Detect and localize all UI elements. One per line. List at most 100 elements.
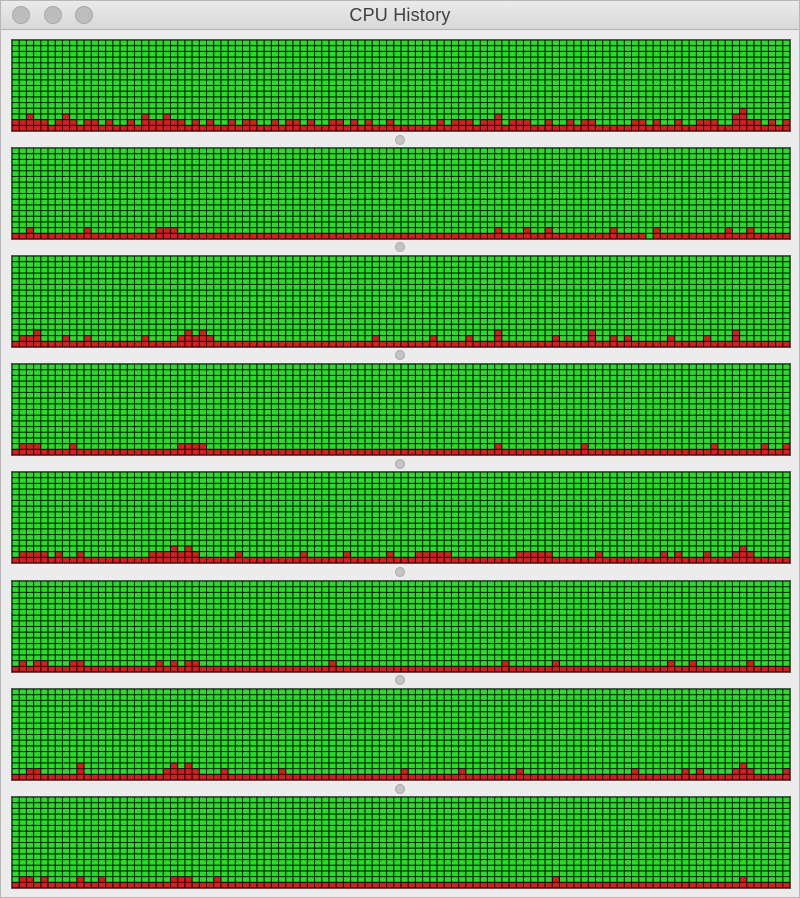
idle-cell — [199, 74, 206, 80]
idle-cell — [77, 267, 84, 273]
history-sample-column — [660, 148, 668, 239]
idle-cell — [509, 68, 516, 74]
idle-cell — [300, 114, 307, 120]
idle-cell — [660, 108, 668, 114]
idle-cell — [91, 165, 98, 171]
idle-cell — [689, 80, 696, 85]
idle-cell — [487, 154, 495, 159]
idle-cell — [415, 103, 423, 108]
idle-cell — [77, 211, 84, 216]
idle-cell — [91, 313, 98, 319]
split-view-handle[interactable] — [395, 242, 405, 252]
idle-cell — [552, 182, 559, 188]
idle-cell — [48, 256, 55, 262]
idle-cell — [437, 324, 444, 330]
idle-cell — [156, 211, 163, 216]
user-load-cell — [257, 233, 264, 239]
idle-cell — [170, 279, 178, 284]
idle-cell — [235, 267, 243, 273]
history-sample-column — [91, 256, 98, 347]
idle-cell — [451, 86, 459, 91]
idle-cell — [62, 319, 70, 324]
idle-cell — [55, 256, 62, 262]
idle-cell — [574, 222, 581, 228]
idle-cell — [91, 108, 98, 114]
idle-cell — [358, 324, 365, 330]
idle-cell — [588, 222, 595, 228]
idle-cell — [437, 91, 444, 97]
idle-cell — [55, 80, 62, 85]
idle-cell — [552, 216, 559, 222]
idle-cell — [538, 205, 545, 211]
user-load-cell — [675, 120, 682, 125]
idle-cell — [768, 74, 776, 80]
idle-cell — [106, 296, 113, 301]
idle-cell — [41, 40, 48, 46]
idle-cell — [26, 188, 34, 193]
idle-cell — [761, 97, 768, 103]
idle-cell — [747, 188, 754, 193]
idle-cell — [315, 74, 322, 80]
idle-cell — [336, 284, 343, 290]
idle-cell — [379, 91, 387, 97]
idle-cell — [531, 228, 538, 233]
user-load-cell — [156, 120, 163, 125]
idle-cell — [351, 313, 358, 319]
history-sample-column — [523, 40, 531, 131]
idle-cell — [480, 97, 487, 103]
idle-cell — [336, 324, 343, 330]
idle-cell — [610, 159, 617, 165]
close-button[interactable] — [12, 6, 30, 24]
idle-cell — [120, 216, 127, 222]
idle-cell — [315, 165, 322, 171]
idle-cell — [596, 108, 603, 114]
idle-cell — [113, 267, 120, 273]
idle-cell — [12, 290, 19, 296]
idle-cell — [77, 330, 84, 336]
idle-cell — [257, 188, 264, 193]
idle-cell — [293, 302, 300, 307]
idle-cell — [315, 171, 322, 176]
idle-cell — [509, 313, 516, 319]
idle-cell — [668, 63, 675, 68]
idle-cell — [761, 228, 768, 233]
idle-cell — [250, 74, 257, 80]
idle-cell — [466, 171, 473, 176]
idle-cell — [783, 68, 790, 74]
idle-cell — [394, 176, 401, 182]
user-load-cell — [466, 120, 473, 125]
idle-cell — [581, 194, 588, 199]
user-load-cell — [768, 125, 776, 131]
idle-cell — [689, 176, 696, 182]
idle-cell — [394, 319, 401, 324]
idle-cell — [365, 284, 372, 290]
idle-cell — [415, 57, 423, 63]
idle-cell — [84, 154, 91, 159]
idle-cell — [668, 194, 675, 199]
user-load-cell — [761, 233, 768, 239]
idle-cell — [502, 296, 509, 301]
idle-cell — [653, 68, 660, 74]
idle-cell — [228, 262, 235, 267]
idle-cell — [502, 211, 509, 216]
minimize-button[interactable] — [44, 6, 62, 24]
idle-cell — [329, 296, 336, 301]
title-bar[interactable]: CPU History — [1, 1, 799, 30]
idle-cell — [293, 51, 300, 57]
idle-cell — [149, 63, 156, 68]
idle-cell — [509, 97, 516, 103]
idle-cell — [264, 307, 271, 313]
idle-cell — [214, 307, 221, 313]
idle-cell — [696, 188, 704, 193]
idle-cell — [300, 319, 307, 324]
idle-cell — [408, 307, 415, 313]
idle-cell — [185, 86, 192, 91]
idle-cell — [523, 324, 531, 330]
zoom-button[interactable] — [75, 6, 93, 24]
split-view-handle[interactable] — [395, 135, 405, 145]
idle-cell — [451, 80, 459, 85]
idle-cell — [358, 165, 365, 171]
idle-cell — [761, 159, 768, 165]
idle-cell — [12, 108, 19, 114]
idle-cell — [588, 40, 595, 46]
